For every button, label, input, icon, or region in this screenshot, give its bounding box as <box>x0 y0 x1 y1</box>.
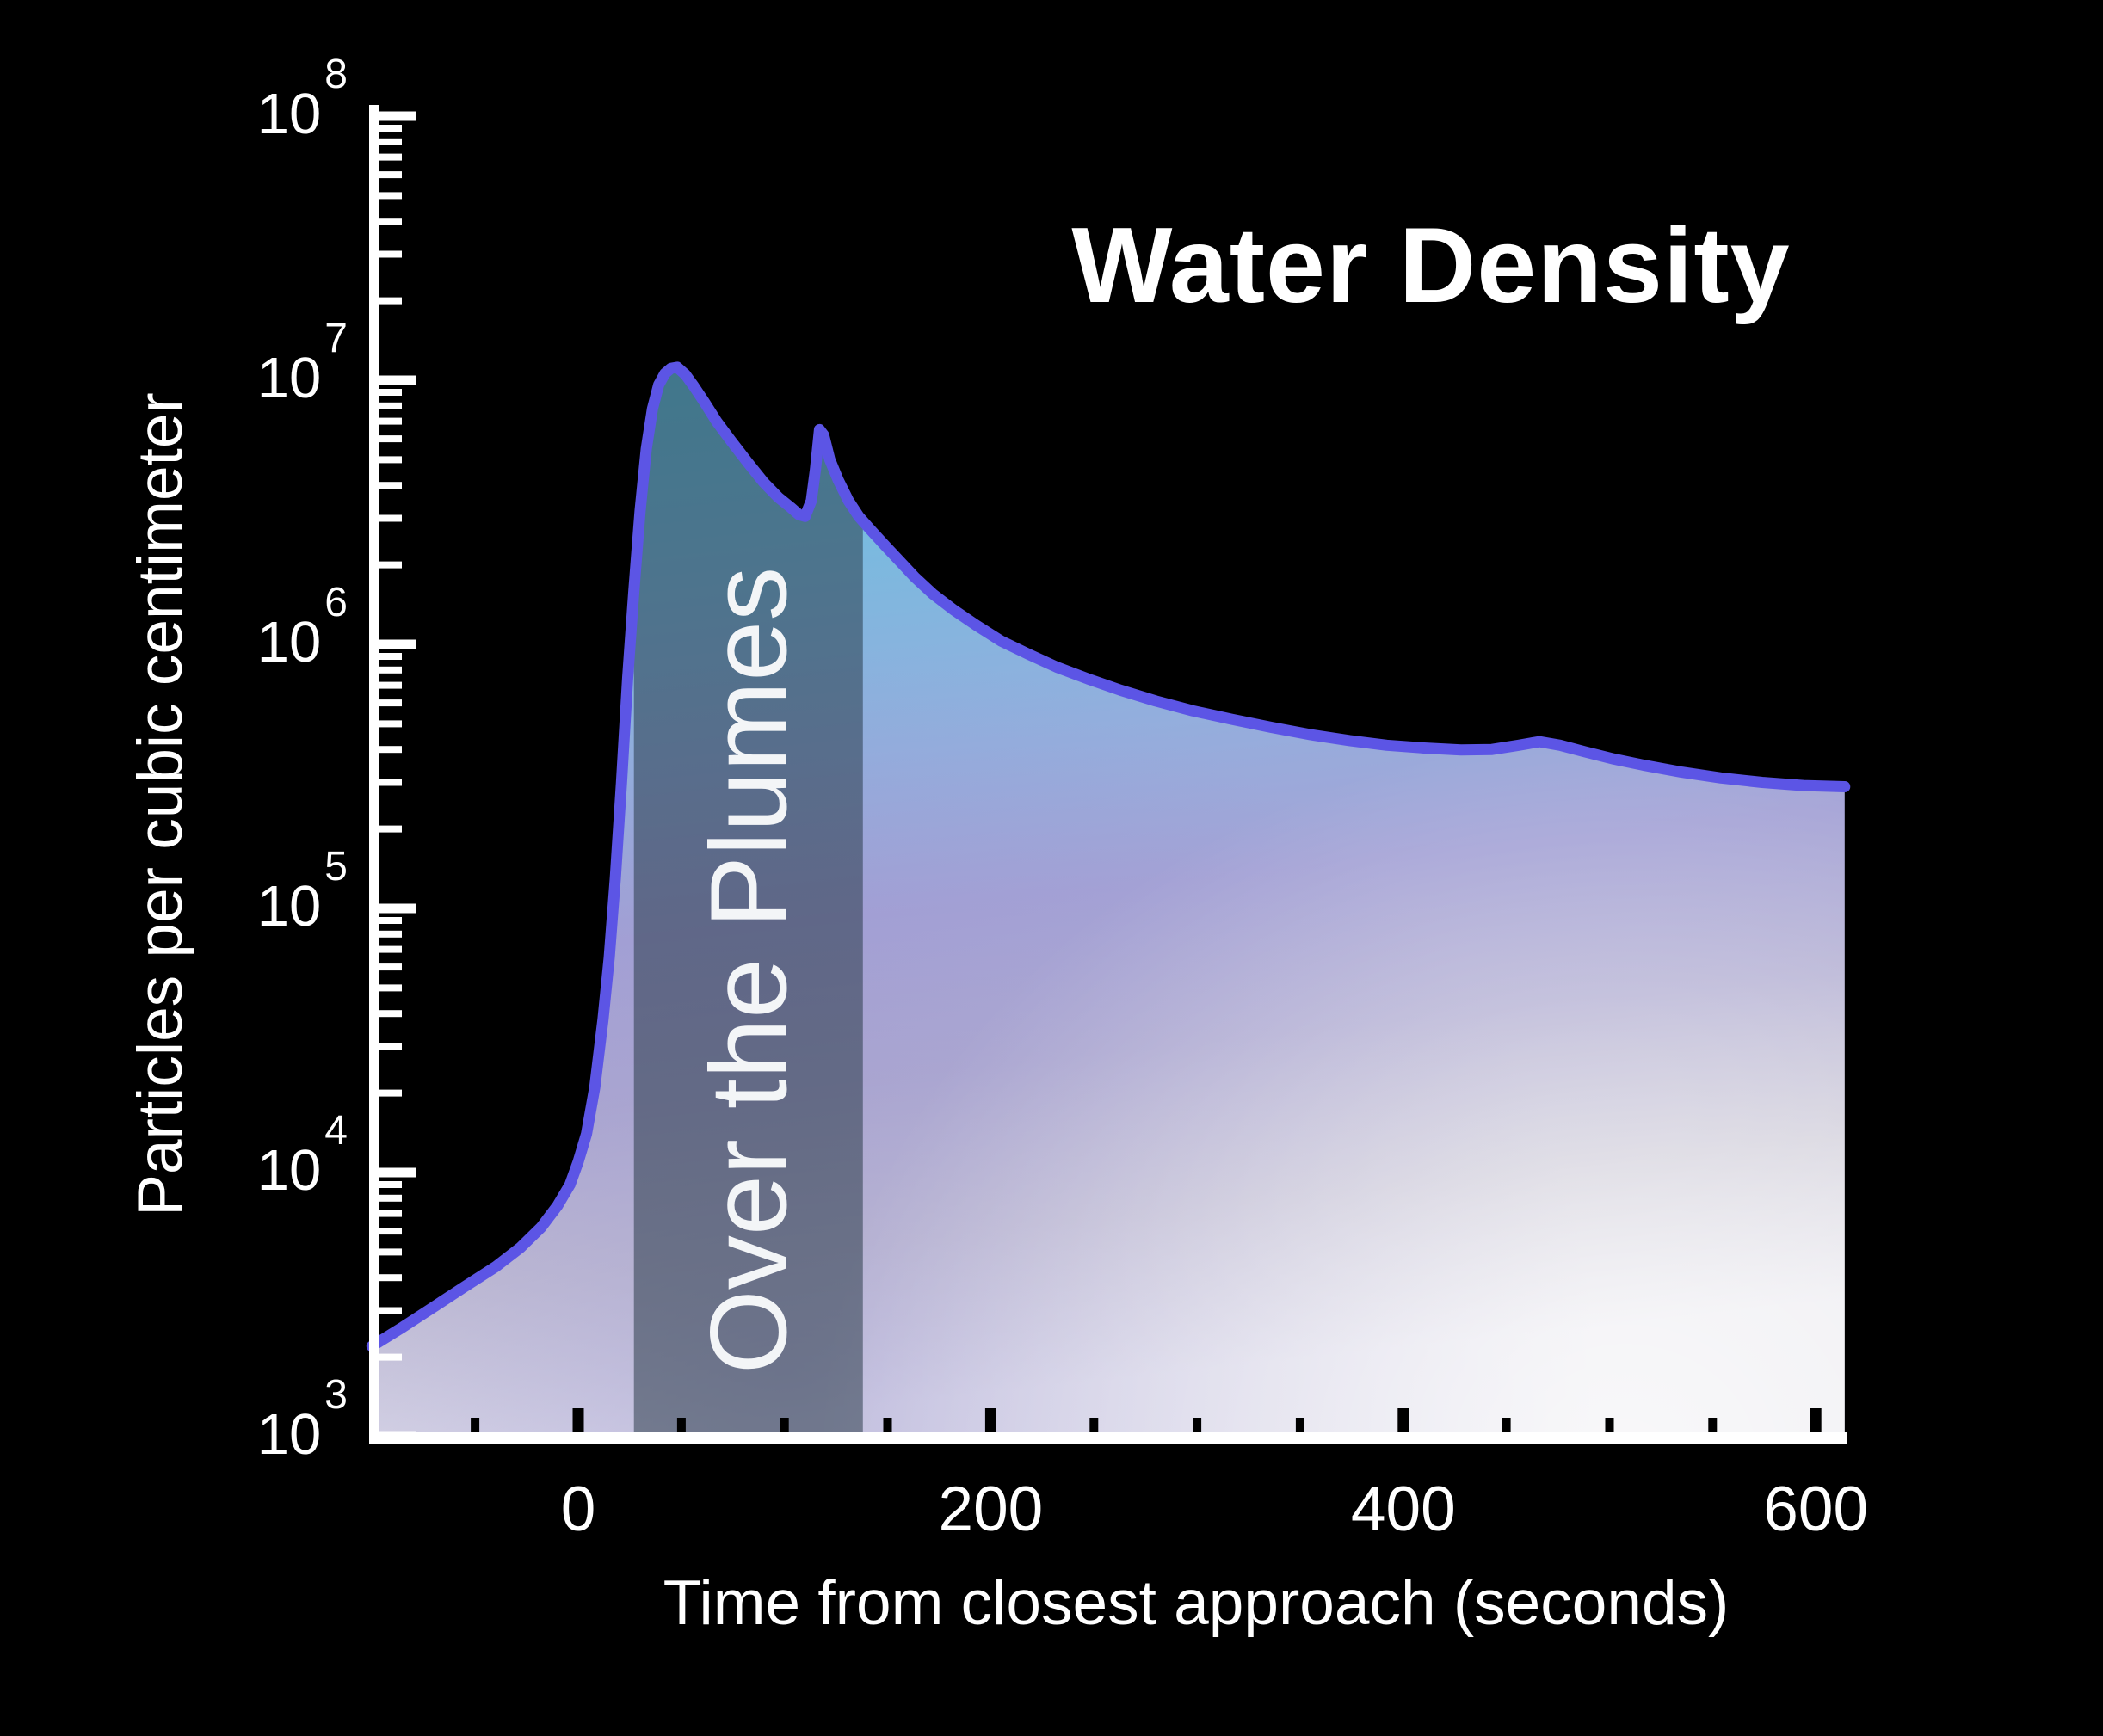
y-tick-minor <box>379 417 402 425</box>
y-tick-minor <box>379 1274 402 1282</box>
x-tick-major <box>1810 1408 1822 1432</box>
y-tick-minor <box>379 963 402 971</box>
y-tick-minor <box>379 250 402 258</box>
x-tick-label: 600 <box>1763 1474 1869 1544</box>
y-tick-major <box>379 375 416 385</box>
y-tick-minor <box>379 402 402 409</box>
x-tick-minor <box>1193 1418 1202 1432</box>
y-tick-minor <box>379 1248 402 1256</box>
x-tick-major <box>572 1408 584 1432</box>
x-tick-minor <box>1605 1418 1614 1432</box>
y-tick-label: 104 <box>256 1107 348 1203</box>
x-tick-label: 200 <box>938 1474 1044 1544</box>
y-tick-minor <box>379 666 402 674</box>
y-tick-minor <box>379 1353 402 1361</box>
x-axis-line <box>369 1432 1847 1444</box>
x-tick-minor <box>883 1418 892 1432</box>
density-curve <box>366 361 1851 1352</box>
y-tick-minor <box>379 917 402 924</box>
y-tick-minor <box>379 435 402 443</box>
y-tick-minor <box>379 171 402 179</box>
x-tick-minor <box>471 1418 480 1432</box>
y-tick-minor <box>379 779 402 786</box>
y-tick-minor <box>379 681 402 689</box>
y-tick-label: 107 <box>256 315 348 410</box>
y-tick-major <box>379 639 416 649</box>
y-tick-minor <box>379 218 402 225</box>
x-tick-minor <box>1708 1418 1718 1432</box>
y-tick-minor <box>379 746 402 754</box>
y-tick-major <box>379 1167 416 1178</box>
y-tick-major <box>379 111 416 121</box>
band-label: Over the Plumes <box>688 567 809 1374</box>
y-tick-major <box>379 903 416 914</box>
y-tick-minor <box>379 482 402 489</box>
y-tick-minor <box>379 153 402 161</box>
y-tick-minor <box>379 1181 402 1188</box>
plume-band <box>633 366 863 1437</box>
y-tick-minor <box>379 125 402 132</box>
y-tick-label: 105 <box>256 843 348 939</box>
y-tick-minor <box>379 984 402 992</box>
y-tick-minor <box>379 1089 402 1097</box>
y-tick-minor <box>379 1010 402 1018</box>
y-tick-minor <box>379 297 402 305</box>
y-tick-minor <box>379 825 402 833</box>
y-tick-minor <box>379 456 402 464</box>
x-tick-label: 400 <box>1350 1474 1456 1544</box>
x-tick-minor <box>1089 1418 1099 1432</box>
y-tick-minor <box>379 138 402 145</box>
x-tick-minor <box>1502 1418 1511 1432</box>
y-tick-minor <box>379 930 402 938</box>
y-tick-minor <box>379 389 402 396</box>
y-tick-minor <box>379 720 402 728</box>
y-axis-line <box>369 105 379 1444</box>
y-tick-minor <box>379 1043 402 1050</box>
x-tick-minor <box>676 1418 686 1432</box>
x-tick-minor <box>1295 1418 1304 1432</box>
y-tick-minor <box>379 1210 402 1217</box>
y-tick-minor <box>379 561 402 569</box>
y-tick-minor <box>379 192 402 200</box>
y-tick-minor <box>379 653 402 660</box>
x-axis-title: Time from closest approach (seconds) <box>663 1568 1730 1638</box>
x-tick-major <box>984 1408 996 1432</box>
x-tick-major <box>1397 1408 1409 1432</box>
x-tick-minor <box>780 1418 789 1432</box>
y-tick-minor <box>379 1228 402 1235</box>
y-tick-minor <box>379 1194 402 1202</box>
y-tick-label: 103 <box>256 1371 348 1467</box>
y-tick-minor <box>379 699 402 707</box>
chart-title: Water Density <box>1071 206 1791 325</box>
y-tick-label: 108 <box>256 51 348 146</box>
y-tick-label: 106 <box>256 579 348 674</box>
y-tick-minor <box>379 945 402 953</box>
y-tick-minor <box>379 514 402 522</box>
y-tick-minor <box>379 1307 402 1314</box>
x-tick-label: 0 <box>560 1474 596 1544</box>
